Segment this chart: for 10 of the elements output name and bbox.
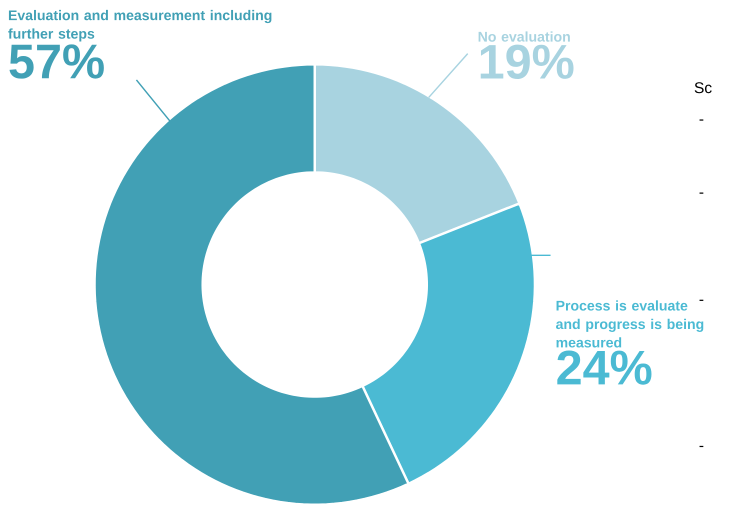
- data-label: 19%: [480, 44, 574, 80]
- data-label: 24%: [557, 350, 652, 385]
- slice-label: Evaluation and measurement including further steps: [8, 10, 272, 42]
- text: Sc: [694, 82, 712, 94]
- data-label: 57%: [9, 44, 104, 79]
- slice-label: No evaluation: [478, 31, 570, 42]
- text: -: [700, 300, 704, 301]
- text: -: [700, 119, 704, 121]
- text: -: [700, 446, 704, 448]
- text: -: [700, 192, 704, 194]
